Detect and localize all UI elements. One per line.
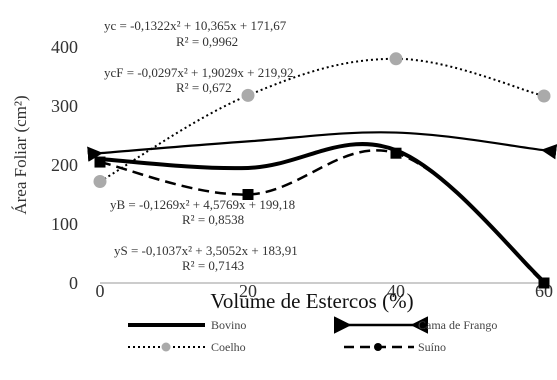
annotation-eq-c: yc = -0,1322x² + 10,365x + 171,67 R² = 0… (104, 18, 287, 49)
point-suino (242, 189, 254, 200)
markers-layer (93, 52, 551, 289)
series-line-suino (99, 149, 545, 284)
annotation-eq-b-r2: R² = 0,8538 (182, 212, 244, 227)
legend-marker-suino (374, 343, 382, 351)
legend: Bovino Cama de Frango Coelho Suíno (128, 316, 497, 354)
point-coelho (241, 88, 255, 102)
point-coelho (389, 52, 403, 66)
annotation-eq-cf: ycF = -0,0297x² + 1,9029x + 219,92 R² = … (104, 65, 293, 95)
series-line-cama-de-frango (87, 131, 557, 162)
y-tick-label: 100 (51, 214, 78, 234)
legend-label-cama-de-frango: Cama de Frango (418, 318, 497, 332)
annotation-eq-s-equation: yS = -0,1037x² + 3,5052x + 183,91 (114, 243, 298, 258)
y-axis-label: Área Foliar (cm²) (11, 95, 30, 214)
series-line-coelho (99, 57, 545, 183)
x-tick-label: 40 (387, 281, 405, 301)
x-tick-label: 20 (239, 281, 257, 301)
legend-item-bovino: Bovino (128, 318, 246, 332)
y-tick-label: 300 (51, 96, 78, 116)
annotation-eq-c-equation: yc = -0,1322x² + 10,365x + 171,67 (104, 18, 287, 33)
series-layer (87, 57, 557, 284)
legend-item-suino: Suíno (344, 340, 446, 354)
y-tick-label: 0 (69, 273, 78, 293)
point-coelho (537, 89, 551, 103)
point-suino (94, 156, 106, 168)
annotation-eq-cf-equation: ycF = -0,0297x² + 1,9029x + 219,92 (104, 65, 293, 80)
x-tick-label: 0 (96, 281, 105, 301)
legend-label-coelho: Coelho (211, 340, 246, 354)
y-tick-label: 200 (51, 155, 78, 175)
annotation-eq-b: yB = -0,1269x² + 4,5769x + 199,18 R² = 0… (110, 197, 295, 227)
annotation-eq-cf-r2: R² = 0,672 (176, 80, 232, 95)
point-suino (390, 147, 402, 159)
annotation-eq-s-r2: R² = 0,7143 (182, 258, 244, 273)
y-tick-labels: 0 100 200 300 400 (51, 37, 78, 293)
point-coelho (93, 175, 107, 189)
legend-item-cama-de-frango: Cama de Frango (334, 316, 497, 334)
legend-label-suino: Suíno (418, 340, 446, 354)
y-tick-label: 400 (51, 37, 78, 57)
legend-marker-coelho (161, 342, 171, 352)
annotation-eq-b-equation: yB = -0,1269x² + 4,5769x + 199,18 (110, 197, 295, 212)
annotation-eq-s: yS = -0,1037x² + 3,5052x + 183,91 R² = 0… (114, 243, 298, 273)
annotation-eq-c-r2: R² = 0,9962 (176, 34, 238, 49)
legend-item-coelho: Coelho (128, 340, 246, 354)
point-suino (538, 277, 550, 289)
legend-label-bovino: Bovino (211, 318, 246, 332)
x-axis-label: Volume de Estercos (%) (210, 289, 413, 313)
